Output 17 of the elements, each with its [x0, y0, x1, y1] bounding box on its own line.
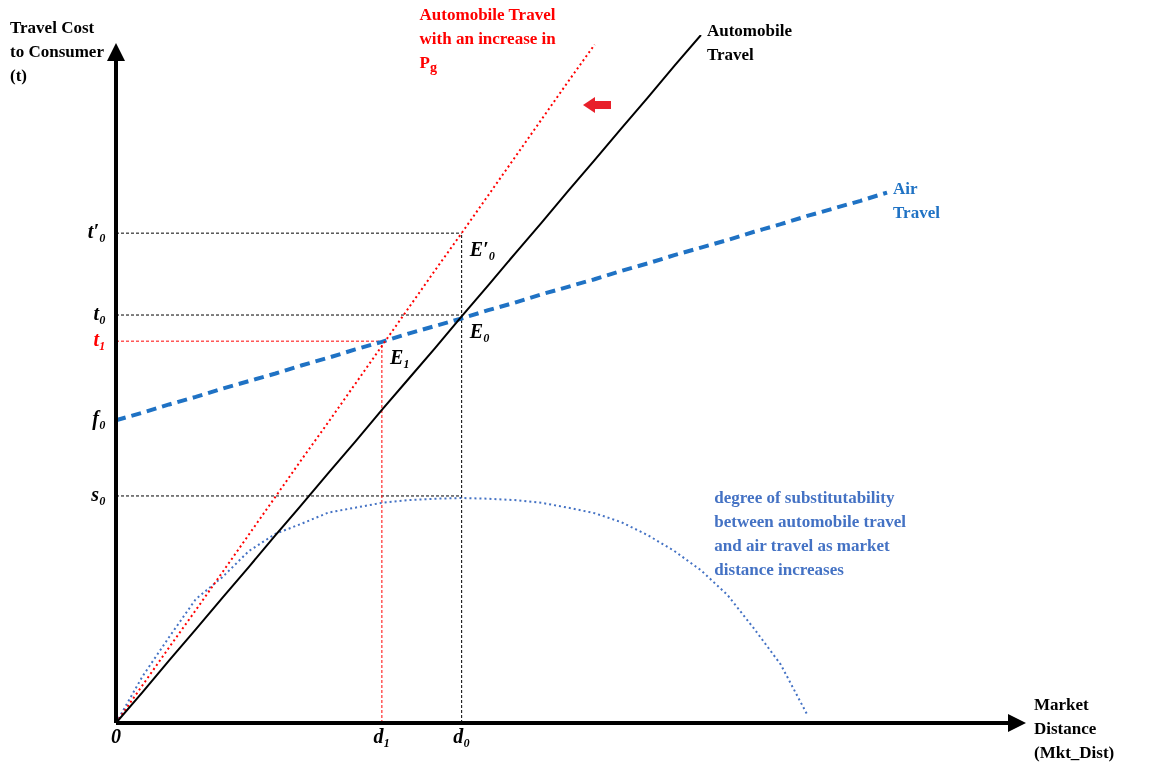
series-label: Automobile Travel	[706, 20, 792, 66]
y-axis-title: Travel Cost to Consumer (t)	[10, 17, 105, 87]
series-label: Automobile Travel with an increase in P$_{g}$	[419, 3, 557, 78]
x-tick-label: d₁	[373, 725, 391, 748]
annotation: f₀	[92, 407, 107, 431]
series-label: degree of substitutability between automobile travel and air travel as market distance increases	[714, 487, 908, 581]
annotation: E′₀	[468, 238, 496, 261]
ref-line-label: t′₀	[87, 220, 107, 243]
x-tick-label: d₀	[453, 725, 471, 748]
ref-line-label: s₀	[90, 483, 107, 506]
annotation: E₁	[388, 346, 411, 369]
ref-line-label: t₀	[93, 302, 107, 325]
x-tick-label: 0	[111, 725, 121, 748]
ref-line-label: t₁	[93, 328, 106, 351]
series-label: Air Travel	[893, 177, 941, 224]
annotation: E₀	[468, 320, 490, 343]
x-axis-title: Market Distance (Mkt_Dist)	[1034, 694, 1116, 764]
